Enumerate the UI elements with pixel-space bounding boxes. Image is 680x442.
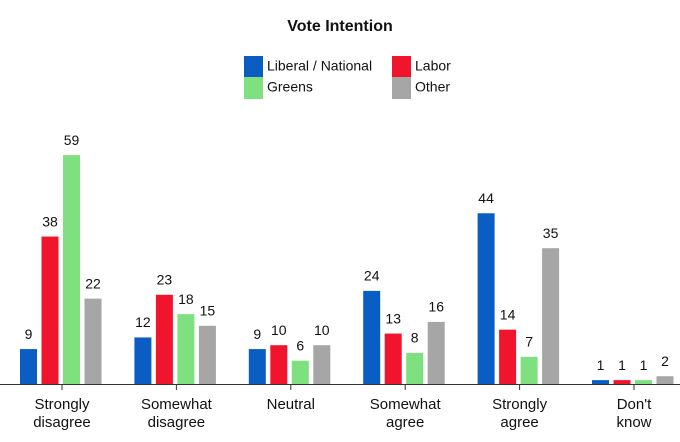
legend-label: Labor	[415, 58, 451, 74]
bar	[155, 294, 173, 384]
bar	[20, 349, 37, 384]
bar	[656, 376, 674, 384]
data-label: 8	[411, 330, 419, 346]
bar	[84, 298, 102, 384]
data-label: 9	[253, 326, 261, 342]
data-label: 44	[478, 190, 494, 206]
bar	[613, 380, 631, 384]
bar	[427, 321, 445, 384]
bar	[198, 325, 216, 384]
data-label: 12	[135, 314, 151, 330]
legend-swatch	[392, 56, 411, 78]
bar	[635, 380, 652, 384]
chart-title: Vote Intention	[287, 18, 392, 35]
data-label: 14	[500, 306, 516, 322]
data-label: 10	[314, 322, 330, 338]
bar	[177, 314, 195, 384]
data-label: 18	[178, 291, 194, 307]
data-label: 2	[661, 353, 669, 369]
bar	[592, 380, 609, 384]
bar	[499, 329, 517, 384]
data-label: 22	[85, 275, 101, 291]
data-label: 1	[618, 357, 626, 373]
data-label: 24	[364, 268, 380, 284]
bar	[270, 345, 288, 384]
legend-swatch	[244, 56, 263, 78]
bar	[248, 349, 266, 384]
bar	[477, 213, 495, 384]
data-label: 7	[525, 334, 533, 350]
legend-swatch	[392, 77, 411, 99]
bar	[520, 356, 538, 384]
data-label: 10	[271, 322, 287, 338]
data-label: 38	[42, 213, 58, 229]
x-tick-label: Strongly agree	[492, 396, 548, 431]
data-label: 9	[25, 326, 33, 342]
legend-swatch	[244, 77, 263, 99]
bar	[363, 290, 381, 384]
data-label: 23	[157, 271, 173, 287]
bar	[313, 345, 331, 384]
data-label: 1	[640, 357, 648, 373]
bar	[41, 236, 59, 384]
x-tick-label: Somewhat agree	[369, 396, 441, 431]
x-tick-label: Don't know	[616, 396, 652, 431]
data-label: 59	[64, 132, 80, 148]
bar	[134, 337, 152, 384]
legend-label: Greens	[267, 79, 313, 95]
legend-label: Other	[415, 79, 450, 95]
data-label: 35	[543, 225, 559, 241]
data-label: 13	[385, 310, 401, 326]
x-tick-label: Somewhat disagree	[140, 396, 212, 431]
data-label: 1	[597, 357, 605, 373]
bar	[406, 352, 424, 384]
data-label: 6	[296, 337, 304, 353]
bar	[542, 248, 560, 384]
bar	[291, 360, 309, 384]
data-label: 16	[428, 299, 444, 315]
data-label: 15	[200, 303, 216, 319]
bar	[63, 155, 80, 384]
legend-label: Liberal / National	[267, 58, 372, 74]
x-tick-label: Strongly disagree	[33, 396, 91, 431]
x-tick-label: Neutral	[266, 396, 315, 413]
bar	[384, 333, 402, 384]
